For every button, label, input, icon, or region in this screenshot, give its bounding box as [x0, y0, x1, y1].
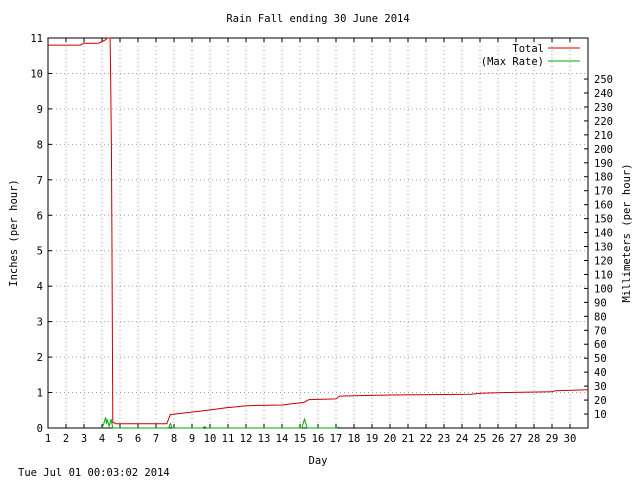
grid-lines — [48, 38, 588, 428]
y2-tick-label: 40 — [594, 367, 607, 379]
y2-tick-label: 70 — [594, 325, 607, 337]
x-tick-label: 21 — [402, 433, 415, 445]
y-tick-label: 11 — [30, 33, 43, 45]
y2-tick-label: 200 — [594, 144, 613, 156]
x-tick-label: 15 — [294, 433, 307, 445]
y2-tick-label: 10 — [594, 409, 607, 421]
x-tick-label: 2 — [63, 433, 69, 445]
y-tick-label: 4 — [37, 281, 43, 293]
series-line-max-rate — [101, 417, 339, 429]
x-tick-label: 8 — [171, 433, 177, 445]
y2-tick-label: 50 — [594, 353, 607, 365]
y-tick-label: 5 — [37, 246, 43, 258]
x-tick-label: 11 — [222, 433, 235, 445]
legend-label-max-rate: (Max Rate) — [481, 56, 544, 68]
y-tick-label: 3 — [37, 317, 43, 329]
y-tick-label: 8 — [37, 139, 43, 151]
y2-tick-label: 30 — [594, 381, 607, 393]
x-tick-label: 3 — [81, 433, 87, 445]
series-layer — [48, 37, 589, 429]
legend: Total (Max Rate) — [481, 43, 580, 68]
y2-tick-label: 140 — [594, 228, 613, 240]
y2-tick-label: 80 — [594, 311, 607, 323]
x-tick-label: 5 — [117, 433, 123, 445]
legend-label-total: Total — [512, 43, 544, 55]
x-tick-label: 7 — [153, 433, 159, 445]
x-tick-label: 22 — [420, 433, 433, 445]
x-tick-label: 28 — [528, 433, 541, 445]
x-tick-label: 20 — [384, 433, 397, 445]
y2-tick-label: 210 — [594, 130, 613, 142]
y2-tick-label: 130 — [594, 242, 613, 254]
y2-tick-label: 220 — [594, 116, 613, 128]
y-tick-label: 9 — [37, 104, 43, 116]
y2-tick-label: 250 — [594, 74, 613, 86]
y-tick-label: 7 — [37, 175, 43, 187]
y2-tick-label: 90 — [594, 297, 607, 309]
series-line-total — [48, 37, 589, 425]
x-tick-label: 6 — [135, 433, 141, 445]
y2-tick-label: 150 — [594, 214, 613, 226]
x-tick-label: 16 — [312, 433, 325, 445]
plot-frame — [47, 37, 589, 429]
y-tick-label: 6 — [37, 210, 43, 222]
x-tick-label: 12 — [240, 433, 253, 445]
y-tick-label: 2 — [37, 352, 43, 364]
y2-tick-label: 190 — [594, 158, 613, 170]
x-tick-label: 1 — [45, 433, 51, 445]
x-tick-label: 13 — [258, 433, 271, 445]
x-tick-label: 4 — [99, 433, 105, 445]
footer-timestamp: Tue Jul 01 00:03:02 2014 — [18, 467, 170, 479]
y2-tick-label: 100 — [594, 283, 613, 295]
y2-tick-label: 160 — [594, 200, 613, 212]
x-tick-label: 29 — [546, 433, 559, 445]
y2-tick-label: 180 — [594, 172, 613, 184]
y-tick-label: 10 — [30, 68, 43, 80]
x-tick-label: 10 — [204, 433, 217, 445]
y2-tick-label: 170 — [594, 186, 613, 198]
x-tick-label: 9 — [189, 433, 195, 445]
y2-tick-label: 110 — [594, 269, 613, 281]
x-tick-label: 30 — [564, 433, 577, 445]
y2-axis-label: Millimeters (per hour) — [621, 163, 633, 302]
y2-tick-label: 240 — [594, 88, 613, 100]
y2-tick-label: 60 — [594, 339, 607, 351]
x-tick-label: 26 — [492, 433, 505, 445]
y-axis-label: Inches (per hour) — [8, 179, 20, 286]
x-tick-label: 18 — [348, 433, 361, 445]
x-tick-label: 25 — [474, 433, 487, 445]
x-tick-label: 27 — [510, 433, 523, 445]
x-tick-label: 19 — [366, 433, 379, 445]
y2-tick-label: 120 — [594, 255, 613, 267]
x-tick-label: 23 — [438, 433, 451, 445]
y2-tick-label: 230 — [594, 102, 613, 114]
x-axis-label: Day — [309, 455, 328, 467]
chart-title: Rain Fall ending 30 June 2014 — [226, 13, 409, 25]
x-tick-label: 14 — [276, 433, 289, 445]
x-tick-label: 24 — [456, 433, 469, 445]
y2-tick-label: 20 — [594, 395, 607, 407]
y-tick-label: 1 — [37, 388, 43, 400]
x-tick-label: 17 — [330, 433, 343, 445]
axes: 1 2 3 4 5 6 7 8 9 10 11 12 13 14 15 16 17 18 19 20 21 22 23 24 2… — [30, 33, 613, 445]
y-tick-label: 0 — [37, 423, 43, 435]
